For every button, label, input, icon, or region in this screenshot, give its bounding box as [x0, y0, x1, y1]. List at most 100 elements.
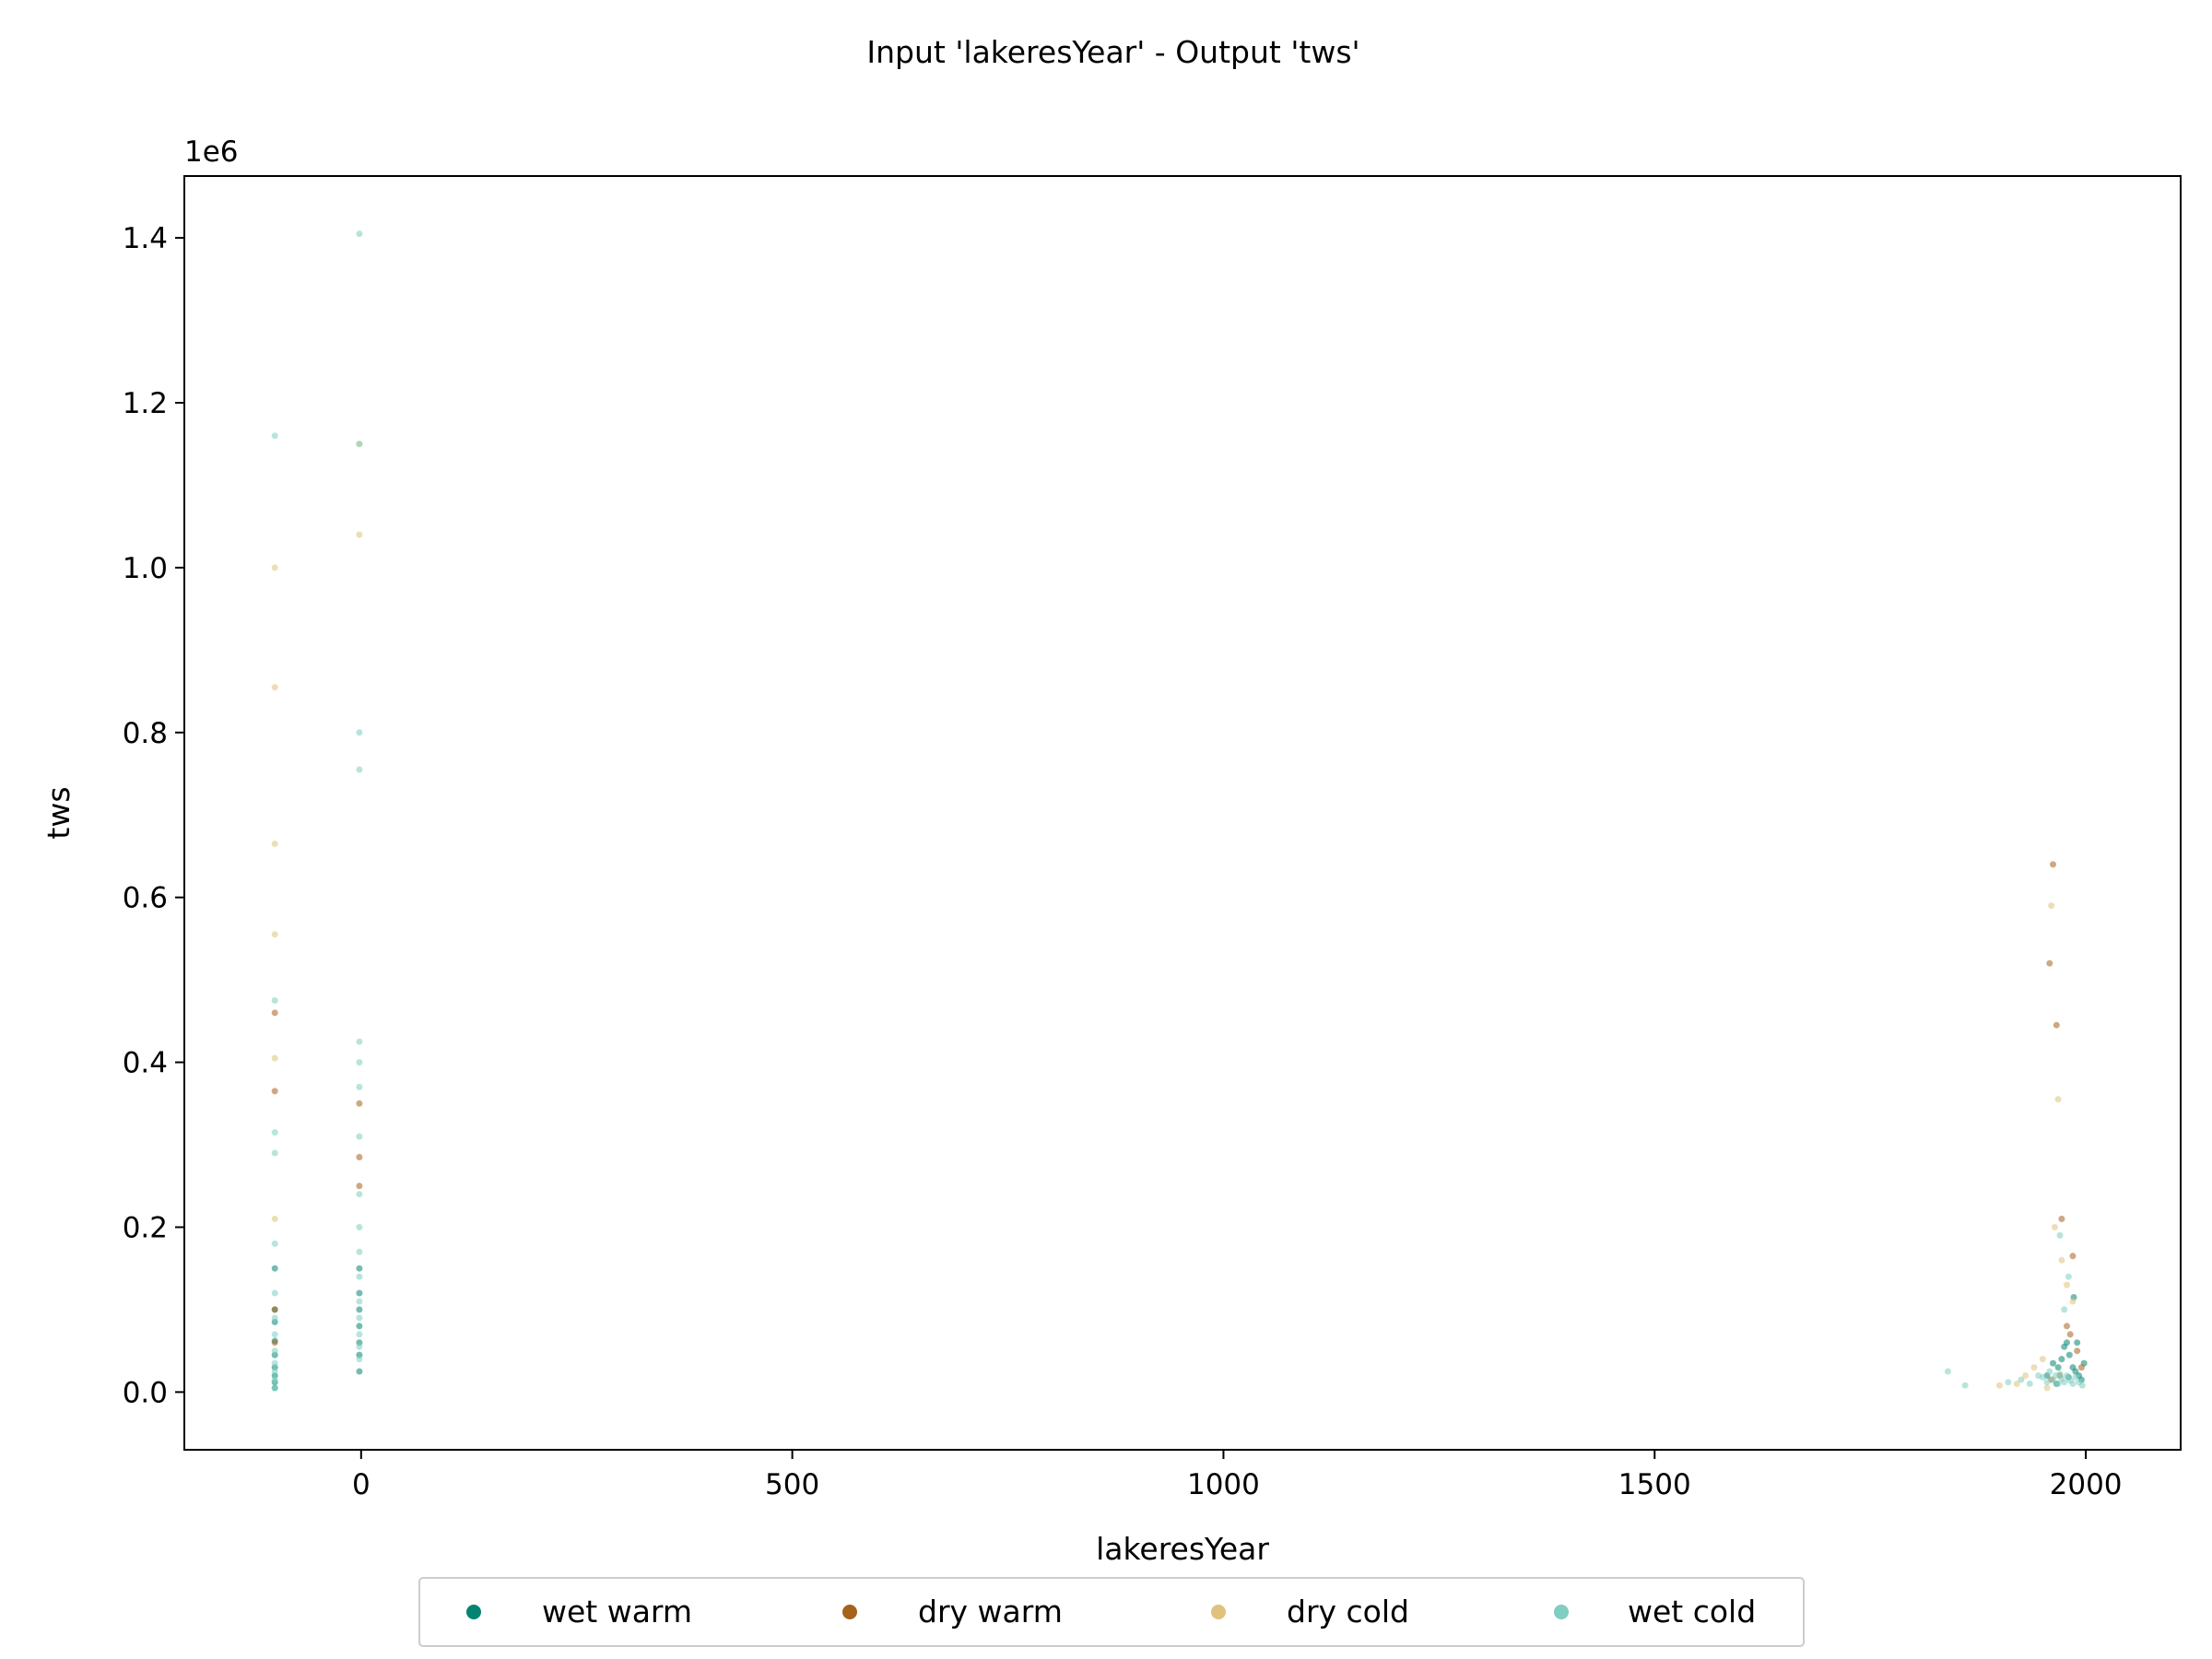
- point-dry-cold-12: [2064, 1281, 2070, 1288]
- point-wet-warm-8: [271, 1265, 278, 1272]
- point-dry-warm-15: [2077, 1364, 2085, 1371]
- point-wet-cold-19: [356, 1248, 363, 1255]
- point-dry-cold-16: [2022, 1372, 2030, 1379]
- point-wet-cold-18: [356, 1273, 363, 1280]
- y-tick-label: 1.0: [123, 552, 168, 585]
- point-wet-cold-17: [356, 1298, 363, 1305]
- point-wet-cold-37: [2043, 1379, 2051, 1386]
- point-wet-warm-19: [2058, 1356, 2065, 1363]
- point-wet-warm-13: [356, 1306, 363, 1313]
- point-wet-cold-6: [271, 1314, 278, 1322]
- point-dry-cold-3: [271, 841, 278, 847]
- point-wet-cold-5: [271, 1331, 278, 1338]
- x-tick-label: 1500: [1618, 1468, 1691, 1501]
- legend-marker-dry-cold: [1211, 1605, 1226, 1619]
- y-tick-label: 0.2: [123, 1211, 168, 1244]
- point-wet-cold-21: [356, 1191, 363, 1198]
- point-wet-cold-11: [271, 997, 278, 1004]
- y-tick-label: 0.8: [123, 717, 168, 750]
- point-dry-warm-2: [271, 1088, 278, 1095]
- point-dry-warm-1: [271, 1306, 278, 1313]
- point-dry-warm-5: [356, 1154, 363, 1160]
- point-wet-cold-1: [271, 1376, 278, 1383]
- point-wet-cold-8: [271, 1240, 278, 1247]
- point-dry-cold-19: [2043, 1384, 2051, 1392]
- legend-label-wet-warm: wet warm: [542, 1594, 692, 1630]
- point-dry-cold-14: [2039, 1356, 2046, 1363]
- point-dry-warm-12: [2064, 1323, 2070, 1330]
- point-dry-cold-17: [2013, 1380, 2020, 1387]
- point-wet-cold-30: [1944, 1368, 1951, 1375]
- point-dry-cold-8: [2048, 902, 2055, 910]
- point-wet-warm-17: [2050, 1359, 2056, 1367]
- legend-marker-wet-cold: [1554, 1605, 1569, 1619]
- point-wet-cold-26: [356, 766, 363, 773]
- y-tick-label: 0.4: [123, 1047, 168, 1080]
- point-wet-cold-44: [2061, 1379, 2068, 1386]
- point-dry-cold-10: [2051, 1224, 2058, 1230]
- point-wet-cold-28: [356, 441, 363, 448]
- point-wet-cold-29: [356, 230, 363, 238]
- point-dry-warm-3: [271, 1009, 278, 1017]
- point-wet-cold-50: [2078, 1382, 2086, 1389]
- point-dry-cold-9: [2054, 1096, 2062, 1103]
- x-tick-label: 0: [352, 1468, 371, 1501]
- legend: wet warm dry warm dry cold wet cold: [418, 1577, 1805, 1647]
- point-dry-warm-14: [2074, 1347, 2081, 1355]
- point-wet-cold-27: [356, 729, 363, 736]
- legend-marker-wet-warm: [466, 1605, 481, 1619]
- point-wet-cold-38: [2046, 1368, 2053, 1375]
- point-wet-cold-48: [2072, 1373, 2079, 1381]
- point-wet-cold-32: [2005, 1379, 2012, 1386]
- point-wet-cold-45: [2064, 1372, 2070, 1379]
- point-wet-cold-3: [271, 1359, 278, 1367]
- point-dry-warm-10: [2058, 1216, 2065, 1222]
- y-axis-ticks: 0.0 0.2 0.4 0.6 0.8 1.0 1.2 1.4: [123, 222, 184, 1409]
- point-dry-warm-9: [2053, 1021, 2060, 1029]
- legend-label-dry-warm: dry warm: [918, 1594, 1063, 1630]
- legend-label-wet-cold: wet cold: [1628, 1594, 1756, 1630]
- y-axis-label: tws: [41, 786, 76, 839]
- point-wet-cold-0: [271, 1384, 278, 1392]
- point-dry-warm-11: [2069, 1253, 2077, 1260]
- point-dry-warm-8: [2050, 861, 2056, 868]
- point-wet-warm-15: [356, 1265, 363, 1272]
- point-wet-cold-22: [356, 1133, 363, 1140]
- point-dry-cold-18: [1996, 1382, 2003, 1389]
- point-wet-warm-14: [356, 1289, 363, 1297]
- point-dry-cold-7: [356, 531, 363, 538]
- point-wet-cold-51: [2061, 1306, 2068, 1313]
- y-tick-label: 1.4: [123, 222, 168, 255]
- point-wet-cold-36: [2039, 1373, 2046, 1381]
- point-wet-cold-47: [2069, 1380, 2077, 1387]
- point-dry-cold-1: [271, 1054, 278, 1062]
- point-dry-cold-13: [2069, 1298, 2077, 1305]
- point-dry-cold-0: [271, 1216, 278, 1222]
- point-dry-cold-2: [271, 931, 278, 938]
- point-wet-cold-10: [271, 1129, 278, 1136]
- point-wet-cold-31: [1961, 1382, 1969, 1389]
- point-wet-cold-33: [2018, 1376, 2025, 1383]
- point-wet-cold-9: [271, 1149, 278, 1157]
- point-wet-cold-7: [271, 1289, 278, 1297]
- point-wet-warm-9: [356, 1368, 363, 1375]
- point-wet-warm-21: [2064, 1339, 2070, 1347]
- point-wet-cold-15: [356, 1331, 363, 1338]
- point-wet-cold-16: [356, 1314, 363, 1322]
- legend-label-dry-cold: dry cold: [1287, 1594, 1409, 1630]
- point-wet-warm-12: [356, 1323, 363, 1330]
- point-dry-warm-7: [2046, 959, 2053, 967]
- point-wet-cold-13: [356, 1356, 363, 1363]
- point-dry-cold-4: [271, 684, 278, 691]
- x-axis-ticks: 0 500 1000 1500 2000: [352, 1450, 2123, 1501]
- point-wet-cold-42: [2056, 1371, 2064, 1378]
- point-wet-cold-24: [356, 1059, 363, 1066]
- point-wet-cold-23: [356, 1083, 363, 1090]
- point-wet-cold-53: [2056, 1231, 2064, 1239]
- y-tick-label: 1.2: [123, 387, 168, 420]
- point-wet-cold-20: [356, 1224, 363, 1230]
- y-tick-label: 0.0: [123, 1376, 168, 1409]
- legend-marker-dry-warm: [842, 1605, 857, 1619]
- point-dry-warm-0: [271, 1339, 278, 1347]
